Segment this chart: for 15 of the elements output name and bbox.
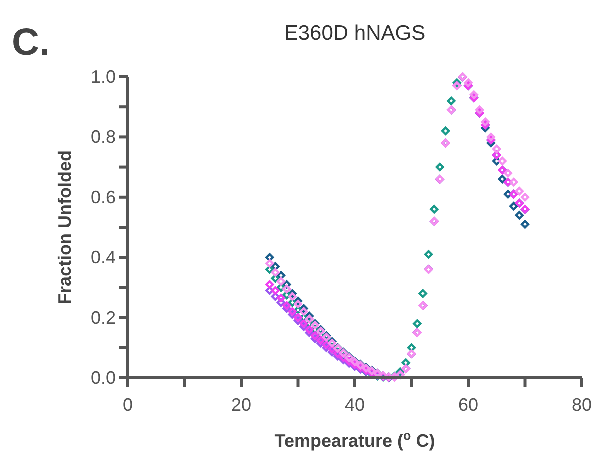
text: C. — [12, 22, 50, 64]
y-axis-title: Fraction Unfolded — [55, 150, 75, 304]
x-tick-label: 0 — [122, 395, 134, 415]
y-tick-label: 0.4 — [90, 248, 116, 268]
y-tick-label: 0.2 — [90, 308, 116, 328]
x-tick-label: 40 — [344, 395, 366, 415]
y-tick-label: 1.0 — [90, 67, 116, 87]
x-tick-label: 60 — [458, 395, 479, 415]
chart-title: E360D hNAGS — [284, 22, 426, 45]
x-tick-label: 20 — [231, 395, 252, 415]
x-axis-title: Tempearature ($^{o}$ C) — [274, 429, 436, 451]
y-tick-label: 0.8 — [90, 127, 116, 148]
y-tick-label: 0.6 — [90, 187, 116, 208]
x-tick-label: 80 — [572, 395, 592, 415]
text: 0.0 — [90, 368, 116, 388]
